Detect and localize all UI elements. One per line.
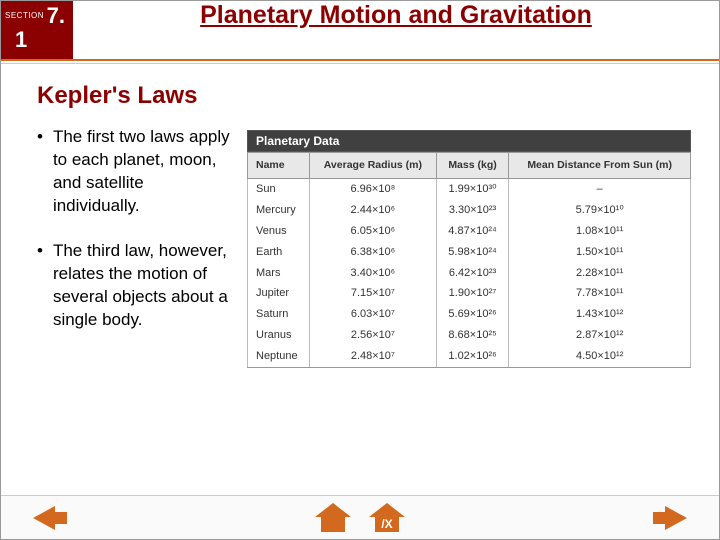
table-header: Mean Distance From Sun (m)	[509, 153, 691, 179]
table-cell: Earth	[248, 242, 310, 263]
table-cell: 6.03×10⁷	[310, 304, 437, 325]
table-cell: 6.96×10⁸	[310, 179, 437, 200]
slide: SECTION 7. 1 Planetary Motion and Gravit…	[0, 0, 720, 540]
table-cell: Saturn	[248, 304, 310, 325]
page-title: Planetary Motion and Gravitation	[200, 1, 592, 30]
table-cell: 2.44×10⁶	[310, 200, 437, 221]
x-icon: /X	[375, 516, 399, 532]
table-row: Earth6.38×10⁶5.98×10²⁴1.50×10¹¹	[248, 242, 691, 263]
bullet-dot-icon: •	[37, 126, 43, 218]
section-number-top: 7.	[47, 3, 65, 29]
table-cell: –	[509, 179, 691, 200]
arrow-left-icon	[33, 506, 55, 530]
table-cell: 1.08×10¹¹	[509, 221, 691, 242]
exit-button[interactable]: /X	[369, 503, 405, 533]
center-nav: /X	[315, 503, 405, 533]
body: • The first two laws apply to each plane…	[37, 126, 691, 368]
table-row: Mars3.40×10⁶6.42×10²³2.28×10¹¹	[248, 263, 691, 284]
table-cell: 2.87×10¹²	[509, 325, 691, 346]
table-cell: 2.56×10⁷	[310, 325, 437, 346]
planetary-data-table: Planetary Data Name Average Radius (m) M…	[247, 130, 691, 368]
table-header-row: Name Average Radius (m) Mass (kg) Mean D…	[248, 153, 691, 179]
section-number-bottom: 1	[15, 27, 27, 53]
table-body: Sun6.96×10⁸1.99×10³⁰–Mercury2.44×10⁶3.30…	[248, 179, 691, 368]
table-cell: 7.78×10¹¹	[509, 283, 691, 304]
table-cell: 3.40×10⁶	[310, 263, 437, 284]
table-cell: 2.28×10¹¹	[509, 263, 691, 284]
table-cell: Venus	[248, 221, 310, 242]
divider-orange	[1, 59, 719, 61]
table-header: Name	[248, 153, 310, 179]
table-cell: 5.98×10²⁴	[436, 242, 509, 263]
prev-button[interactable]	[21, 502, 67, 534]
house-body-icon	[321, 516, 345, 532]
table-header: Average Radius (m)	[310, 153, 437, 179]
table-column: Planetary Data Name Average Radius (m) M…	[247, 126, 691, 368]
table-row: Sun6.96×10⁸1.99×10³⁰–	[248, 179, 691, 200]
footer-nav: /X	[1, 495, 719, 539]
table-cell: Jupiter	[248, 283, 310, 304]
table-cell: 1.50×10¹¹	[509, 242, 691, 263]
table-cell: 5.79×10¹⁰	[509, 200, 691, 221]
table-cell: 1.43×10¹²	[509, 304, 691, 325]
subtitle: Kepler's Laws	[37, 82, 691, 110]
home-button[interactable]	[315, 503, 351, 533]
table-row: Saturn6.03×10⁷5.69×10²⁶1.43×10¹²	[248, 304, 691, 325]
table-row: Jupiter7.15×10⁷1.90×10²⁷7.78×10¹¹	[248, 283, 691, 304]
bullet-text: The third law, however, relates the moti…	[53, 240, 233, 332]
table-row: Mercury2.44×10⁶3.30×10²³5.79×10¹⁰	[248, 200, 691, 221]
table-row: Uranus2.56×10⁷8.68×10²⁵2.87×10¹²	[248, 325, 691, 346]
table-cell: 6.38×10⁶	[310, 242, 437, 263]
roof-icon	[315, 503, 351, 517]
table-cell: Mercury	[248, 200, 310, 221]
bullet-text: The first two laws apply to each planet,…	[53, 126, 233, 218]
table-row: Venus6.05×10⁶4.87×10²⁴1.08×10¹¹	[248, 221, 691, 242]
next-button[interactable]	[653, 502, 699, 534]
table-cell: 6.42×10²³	[436, 263, 509, 284]
bullet-item: • The first two laws apply to each plane…	[37, 126, 233, 218]
table-row: Neptune2.48×10⁷1.02×10²⁶4.50×10¹²	[248, 346, 691, 367]
table-cell: Mars	[248, 263, 310, 284]
section-badge: SECTION 7. 1	[1, 1, 73, 59]
content: Kepler's Laws • The first two laws apply…	[1, 64, 719, 368]
title-wrap: Planetary Motion and Gravitation	[73, 1, 719, 30]
table-cell: 1.99×10³⁰	[436, 179, 509, 200]
table-cell: 7.15×10⁷	[310, 283, 437, 304]
table-cell: 1.90×10²⁷	[436, 283, 509, 304]
table-cell: 4.87×10²⁴	[436, 221, 509, 242]
table-caption: Planetary Data	[247, 130, 691, 152]
table-cell: Uranus	[248, 325, 310, 346]
table-cell: 4.50×10¹²	[509, 346, 691, 367]
table-cell: 8.68×10²⁵	[436, 325, 509, 346]
table-cell: 2.48×10⁷	[310, 346, 437, 367]
table-header: Mass (kg)	[436, 153, 509, 179]
arrow-right-icon	[665, 506, 687, 530]
table-cell: Sun	[248, 179, 310, 200]
bullet-item: • The third law, however, relates the mo…	[37, 240, 233, 332]
table-cell: Neptune	[248, 346, 310, 367]
table-cell: 5.69×10²⁶	[436, 304, 509, 325]
table-cell: 1.02×10²⁶	[436, 346, 509, 367]
section-label: SECTION	[5, 11, 44, 20]
roof-icon	[369, 503, 405, 517]
table-cell: 6.05×10⁶	[310, 221, 437, 242]
bullet-dot-icon: •	[37, 240, 43, 332]
text-column: • The first two laws apply to each plane…	[37, 126, 233, 368]
header: SECTION 7. 1 Planetary Motion and Gravit…	[1, 1, 719, 59]
table-cell: 3.30×10²³	[436, 200, 509, 221]
